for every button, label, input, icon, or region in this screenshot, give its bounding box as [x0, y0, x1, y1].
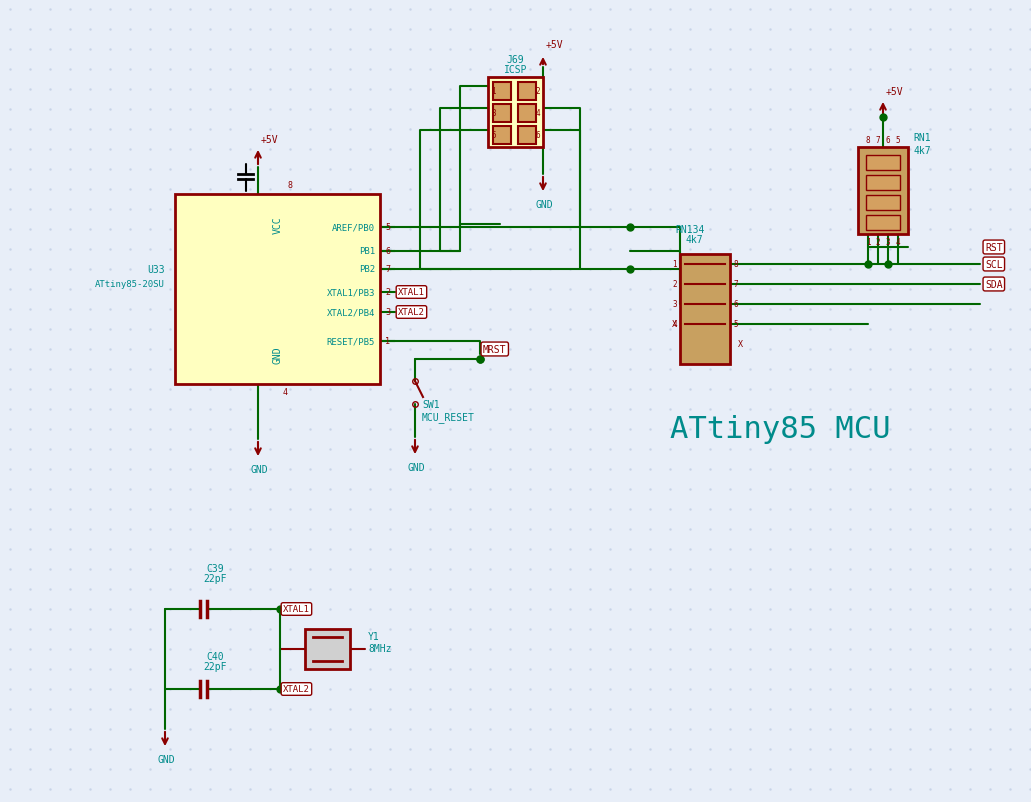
Text: XTAL1: XTAL1 — [282, 605, 310, 614]
Text: 3: 3 — [672, 300, 677, 309]
Text: 1: 1 — [385, 337, 390, 346]
Text: 1: 1 — [672, 260, 677, 269]
Text: GND: GND — [535, 200, 553, 210]
Text: PB1: PB1 — [359, 247, 375, 256]
Text: 7: 7 — [733, 280, 737, 290]
Text: MRST: MRST — [483, 345, 506, 354]
Text: 8MHz: 8MHz — [368, 643, 392, 653]
Text: 4: 4 — [282, 387, 288, 396]
Text: C40: C40 — [206, 651, 224, 661]
Bar — [488, 78, 543, 148]
Text: 1: 1 — [866, 237, 870, 247]
Text: U33: U33 — [147, 265, 165, 274]
Text: 3: 3 — [491, 109, 496, 119]
Text: XTAL2: XTAL2 — [282, 685, 310, 694]
Text: GND: GND — [272, 346, 282, 363]
Text: 8: 8 — [733, 260, 737, 269]
Text: XTAL1: XTAL1 — [398, 288, 425, 297]
Text: 7: 7 — [875, 136, 880, 145]
Text: MCU_RESET: MCU_RESET — [422, 412, 475, 423]
Text: ICSP: ICSP — [504, 65, 527, 75]
Text: ATtiny85 MCU: ATtiny85 MCU — [670, 415, 890, 444]
Text: +5V: +5V — [886, 87, 903, 97]
Text: 22pF: 22pF — [203, 661, 227, 671]
Text: SCL: SCL — [985, 260, 1002, 269]
Text: +5V: +5V — [546, 40, 564, 50]
Text: 8: 8 — [866, 136, 870, 145]
Bar — [518, 105, 536, 123]
Text: +5V: +5V — [261, 135, 278, 145]
Text: 5: 5 — [896, 136, 900, 145]
Text: AREF/PB0: AREF/PB0 — [332, 223, 375, 233]
Text: PB2: PB2 — [359, 265, 375, 274]
Text: SW1: SW1 — [422, 399, 439, 410]
Bar — [493, 83, 511, 101]
Text: 3: 3 — [385, 308, 390, 317]
Text: 5: 5 — [733, 320, 737, 329]
Bar — [518, 127, 536, 145]
Text: 2: 2 — [875, 237, 880, 247]
Text: 2: 2 — [535, 87, 540, 96]
Bar — [866, 156, 900, 171]
Text: 6: 6 — [535, 132, 540, 140]
Text: 3: 3 — [886, 237, 891, 247]
Text: GND: GND — [407, 463, 425, 472]
Text: 5: 5 — [491, 132, 496, 140]
Text: RN134: RN134 — [675, 225, 704, 235]
Text: 4k7: 4k7 — [913, 146, 931, 156]
Text: J69: J69 — [506, 55, 525, 65]
Text: VCC: VCC — [272, 216, 282, 233]
Bar — [866, 216, 900, 231]
Bar — [858, 148, 908, 235]
Text: 8: 8 — [288, 180, 293, 190]
Bar — [680, 255, 730, 365]
Bar — [866, 196, 900, 211]
Bar — [493, 105, 511, 123]
Text: 6: 6 — [886, 136, 891, 145]
Text: XTAL1/PB3: XTAL1/PB3 — [327, 288, 375, 297]
Text: X: X — [672, 320, 677, 329]
Text: X: X — [738, 340, 743, 349]
Text: RN1: RN1 — [913, 133, 931, 143]
Text: 5: 5 — [385, 223, 390, 233]
Text: 4: 4 — [896, 237, 900, 247]
Text: XTAL2: XTAL2 — [398, 308, 425, 317]
Bar — [518, 83, 536, 101]
Text: RESET/PB5: RESET/PB5 — [327, 337, 375, 346]
Text: SDA: SDA — [985, 280, 1002, 290]
Bar — [305, 630, 350, 669]
Bar — [493, 127, 511, 145]
Text: 4: 4 — [535, 109, 540, 119]
Text: 4: 4 — [672, 320, 677, 329]
Text: GND: GND — [157, 754, 174, 764]
Text: 2: 2 — [385, 288, 390, 297]
Text: C39: C39 — [206, 563, 224, 573]
Text: 7: 7 — [385, 265, 390, 274]
Text: GND: GND — [250, 464, 268, 475]
Text: 6: 6 — [733, 300, 737, 309]
Text: XTAL2/PB4: XTAL2/PB4 — [327, 308, 375, 317]
Text: 22pF: 22pF — [203, 573, 227, 583]
Text: 4k7: 4k7 — [685, 235, 702, 245]
Text: Y1: Y1 — [368, 631, 379, 642]
Text: 6: 6 — [385, 247, 390, 256]
Bar — [866, 176, 900, 191]
Text: 2: 2 — [672, 280, 677, 290]
Bar — [175, 195, 380, 384]
Text: ATtiny85-20SU: ATtiny85-20SU — [95, 280, 165, 290]
Text: RST: RST — [985, 243, 1002, 253]
Text: 1: 1 — [491, 87, 496, 96]
